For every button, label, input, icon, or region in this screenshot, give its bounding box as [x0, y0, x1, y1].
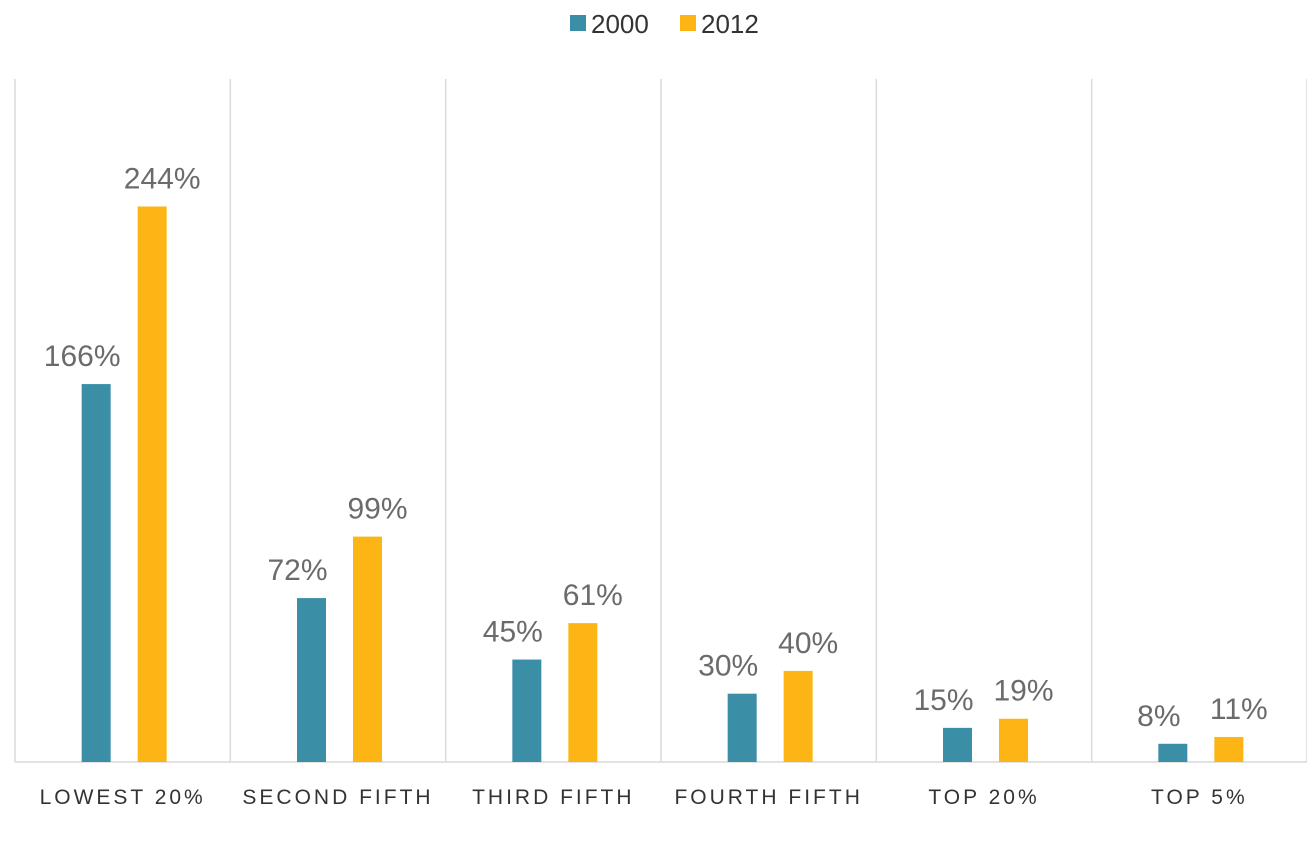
legend-label: 2000: [591, 9, 649, 39]
x-tick-label: FOURTH FIFTH: [674, 786, 863, 809]
bar: [783, 670, 813, 762]
data-label: 11%: [1210, 693, 1268, 726]
bar: [727, 693, 757, 762]
data-label: 15%: [913, 684, 973, 717]
x-tick-label: LOWEST 20%: [39, 786, 206, 809]
data-label: 166%: [44, 340, 121, 373]
data-label: 244%: [124, 162, 201, 195]
data-label: 45%: [483, 616, 543, 649]
bar: [1158, 743, 1188, 762]
data-label: 72%: [267, 554, 327, 587]
bar: [999, 718, 1028, 762]
legend-swatch: [570, 15, 586, 31]
bar: [137, 206, 167, 762]
data-label: 30%: [698, 650, 758, 683]
legend-label: 2012: [701, 9, 759, 39]
x-tick-label: TOP 20%: [928, 786, 1040, 809]
bar: [297, 598, 326, 762]
bar: [512, 659, 542, 762]
data-label: 8%: [1137, 700, 1180, 733]
x-tick-label: TOP 5%: [1151, 786, 1248, 809]
data-label: 40%: [778, 627, 838, 660]
data-label: 19%: [993, 675, 1053, 708]
data-label: 61%: [563, 579, 623, 612]
legend-swatch: [680, 15, 696, 31]
bar: [353, 536, 382, 762]
x-tick-label: SECOND FIFTH: [242, 786, 434, 809]
data-label: 99%: [347, 493, 407, 526]
bar: [1214, 736, 1244, 762]
bar: [568, 623, 598, 762]
bar: [943, 727, 972, 762]
x-tick-label: THIRD FIFTH: [472, 786, 635, 809]
bar: [81, 384, 111, 762]
